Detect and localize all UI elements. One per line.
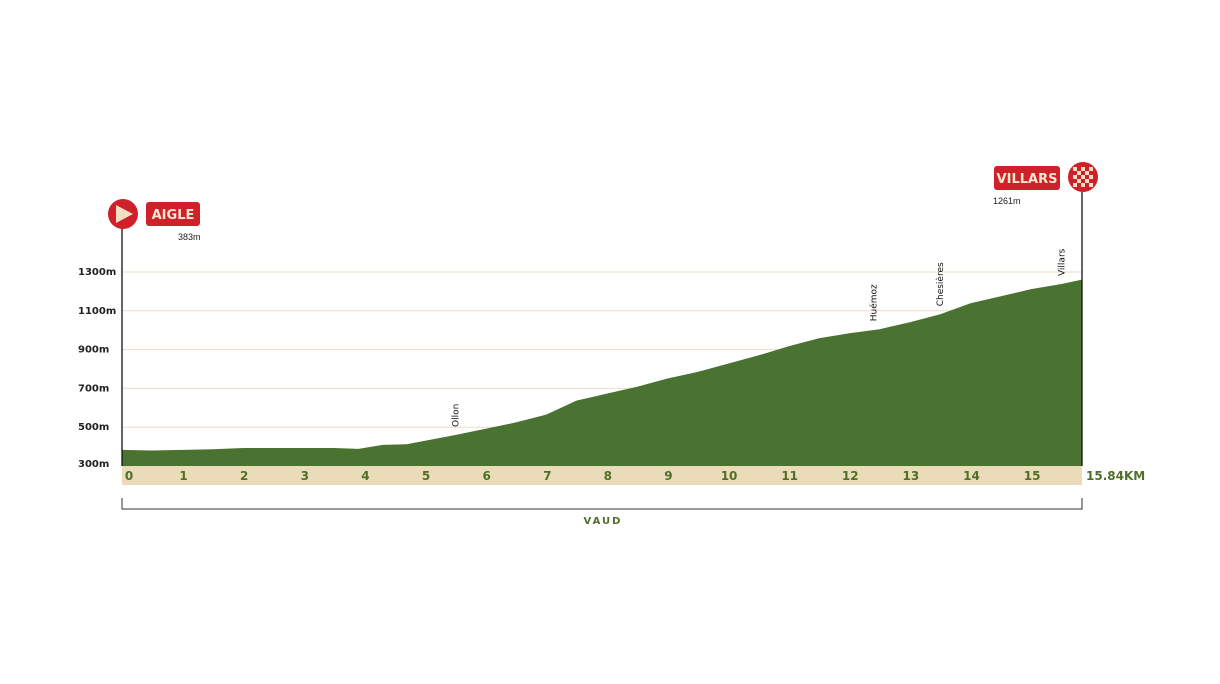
- x-tick-label: 10: [721, 469, 738, 483]
- x-tick-label: 11: [781, 469, 798, 483]
- start-badge: [146, 202, 200, 226]
- finish-elevation: 1261m: [993, 196, 1021, 206]
- region-label: VAUD: [584, 516, 623, 527]
- place-label: Huémoz: [869, 284, 880, 321]
- x-tick-label: 1: [179, 469, 187, 483]
- y-tick-label: 1300m: [78, 267, 116, 278]
- finish-name: VILLARS: [997, 172, 1058, 187]
- finish-marker: VILLARS 1261m: [993, 162, 1098, 206]
- start-marker: AIGLE 383m: [108, 199, 201, 242]
- x-tick-label: 0: [125, 469, 133, 483]
- y-tick-label: 300m: [78, 459, 109, 470]
- finish-badge: [994, 166, 1060, 190]
- y-axis-ticks: 300m 500m 700m 900m 1100m 1300m: [78, 267, 116, 470]
- x-tick-label: 14: [963, 469, 980, 483]
- x-tick-label: 9: [664, 469, 672, 483]
- x-axis-end-label: 15.84KM: [1086, 469, 1145, 483]
- start-elevation: 383m: [178, 232, 201, 242]
- y-tick-label: 1100m: [78, 306, 116, 317]
- x-tick-label: 7: [543, 469, 551, 483]
- x-tick-label: 2: [240, 469, 248, 483]
- y-tick-label: 900m: [78, 345, 109, 356]
- elevation-area: [122, 279, 1082, 466]
- place-label: Chesières: [935, 262, 946, 306]
- start-name: AIGLE: [152, 208, 195, 223]
- x-tick-label: 12: [842, 469, 859, 483]
- y-tick-label: 500m: [78, 422, 109, 433]
- x-tick-label: 3: [301, 469, 309, 483]
- x-axis-ticks: 0 1 2 3 4 5 6 7 8 9 10 11 12 13 14 15: [125, 469, 1041, 483]
- x-axis-band: [122, 466, 1082, 485]
- x-tick-label: 13: [903, 469, 920, 483]
- x-tick-label: 6: [482, 469, 490, 483]
- place-label: Ollon: [451, 404, 461, 427]
- x-tick-label: 8: [604, 469, 612, 483]
- region-bracket: VAUD: [121, 498, 1083, 527]
- y-tick-label: 700m: [78, 383, 109, 394]
- x-tick-label: 5: [422, 469, 430, 483]
- place-labels: Ollon Huémoz Chesières Villars: [451, 248, 1067, 427]
- x-tick-label: 15: [1024, 469, 1041, 483]
- place-label: Villars: [1057, 248, 1067, 276]
- x-tick-label: 4: [361, 469, 369, 483]
